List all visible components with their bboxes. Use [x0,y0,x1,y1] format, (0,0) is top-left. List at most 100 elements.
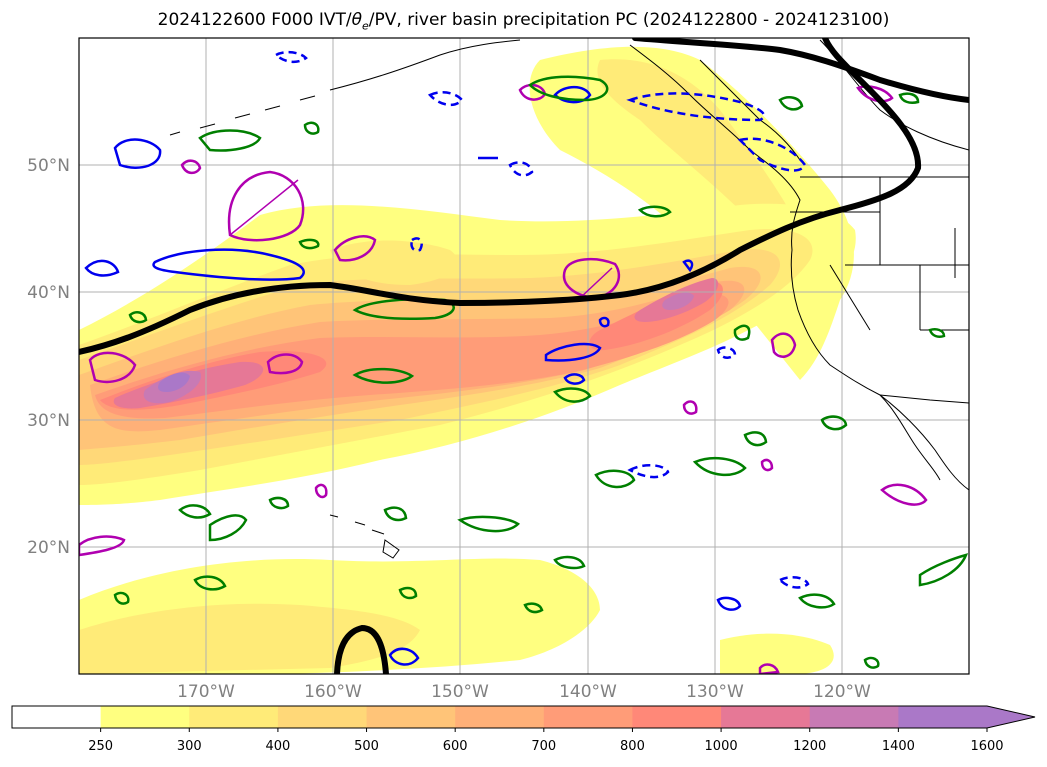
title-prefix: 2024122600 F000 IVT/ [157,10,352,30]
theta-contour-3 [352,298,455,320]
precip-contour-4 [266,353,304,375]
theta-contour-10 [918,553,969,587]
pv-dashed-5 [627,464,670,479]
colorbar-swatch [455,706,545,728]
precip-contour-15 [760,458,774,472]
pv-dashed-4 [508,161,534,177]
theta-contour-5 [552,387,592,403]
theta-contour-26 [523,602,544,614]
colorbar-swatch [543,706,633,728]
pv-contour-8 [563,373,586,385]
colorbar-label: 500 [354,739,379,754]
theta-contour-7 [594,469,636,489]
precip-contour-14 [758,663,780,674]
precip-contour-1 [227,170,305,242]
lat-label-40: 40°N [27,283,70,303]
theta-contour-9 [798,593,836,609]
pv-dashed-3 [737,137,807,172]
pv-dashed-2 [626,92,766,122]
precip-contour-3 [333,235,377,262]
map-title: 2024122600 F000 IVT/θe/PV, river basin p… [0,10,1047,32]
colorbar-label: 300 [177,739,202,754]
lon-label-170w: 170°W [177,682,235,702]
colorbar-outline [11,705,1036,729]
colorbar-label: 800 [620,739,645,754]
colorbar-swatch [12,706,102,728]
ivt-band-1400 [158,372,190,392]
pv-contour-5 [553,85,592,104]
theta-contour-17 [778,96,804,111]
colorbar-label: 600 [443,739,468,754]
jet-contour-north [632,38,969,103]
map-frame [78,37,970,675]
title-theta-subscript: e [362,19,369,33]
theta-contour-18 [898,92,920,104]
coastline-us-west [790,249,969,491]
theta-contour-2 [198,129,262,152]
ivt-band-south-east [720,633,834,674]
colorbar-label: 700 [531,739,556,754]
pv-dashed-6 [777,575,810,589]
longitude-labels: 170°W 160°W 150°W 140°W 130°W 120°W [177,682,871,702]
colorbar-swatch [100,706,190,728]
theta-contour-8 [692,456,747,476]
colorbar: 250 300 400 500 600 700 800 1000 1200 1400 1600 [11,705,1036,754]
ivt-band-1200-east [662,292,694,310]
pv-contour-2 [113,138,162,169]
lon-label-120w: 120°W [813,682,871,702]
lon-label-130w: 130°W [686,682,744,702]
pv-dashed-8 [716,346,737,359]
border-us-mexico [879,394,969,404]
precip-hatch-1 [229,179,299,236]
jet-contour-main [79,38,922,355]
precip-contour-6 [180,159,202,175]
theta-contour-20 [820,415,848,431]
theta-contour-16 [637,205,672,218]
theta-contour-28 [733,324,751,341]
coastline-alaska-islands [169,95,316,136]
jet-contour-south [334,624,389,674]
pv-contours-dashed [273,50,810,589]
theta-contour-19 [928,328,946,338]
theta-contour-29 [398,586,418,600]
precip-contour-13 [79,535,126,557]
theta-contour-30 [863,656,880,669]
precip-contour-10 [682,400,698,415]
theta-contour-15 [553,555,586,570]
hawaii-islands [329,514,400,559]
precip-contour-11 [880,483,928,506]
colorbar-swatch [189,706,279,728]
theta-contour-25 [268,496,290,510]
coastline-baja [879,394,941,481]
theta-contour-27 [113,591,130,605]
pv-contour-10 [682,259,694,273]
colorbar-swatch [277,706,368,728]
pv-contour-4 [544,342,602,362]
ivt-band-south-inner [79,603,420,674]
theta-contour-13 [208,514,248,542]
ivt-plume-north-inner [597,59,800,241]
theta-e-contours [113,75,969,669]
colorbar-swatch [721,706,811,728]
title-theta: θ [351,10,362,30]
colorbar-swatch [632,706,722,728]
precip-pc-contours [79,83,928,674]
theta-contour-24 [128,311,148,324]
theta-contour-4 [352,367,415,384]
pv-contour-6 [716,596,742,611]
colorbar-label: 1000 [705,739,738,754]
lon-label-140w: 140°W [559,682,617,702]
lon-label-150w: 150°W [431,682,489,702]
theta-contour-21 [743,431,768,447]
colorbar-label: 1200 [793,739,826,754]
colorbar-label: 400 [265,739,290,754]
colorbar-extend-arrow [987,706,1035,728]
colorbar-swatch [366,706,456,728]
theta-contour-12 [178,504,212,519]
coastline-alaska [329,39,521,91]
colorbar-label: 250 [88,739,113,754]
jet-contours [79,38,969,674]
theta-contour-23 [303,121,320,135]
colorbar-label: 1400 [882,739,915,754]
